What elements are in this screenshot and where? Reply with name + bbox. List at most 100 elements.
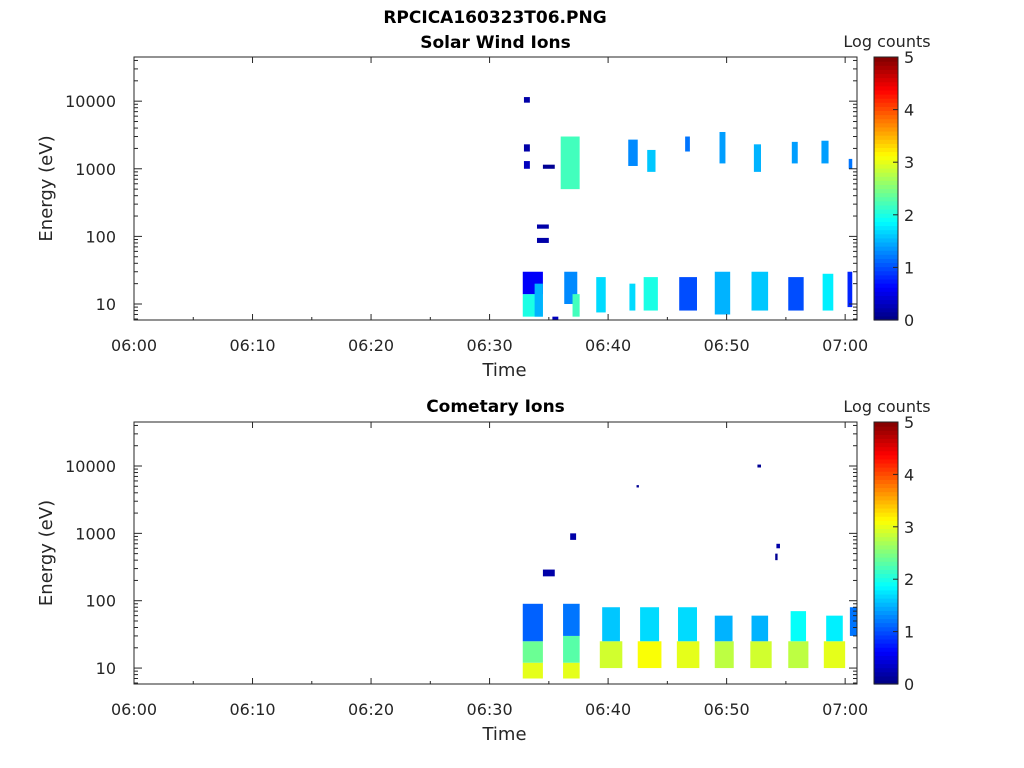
panel-1: Solar Wind Ions 06:00 06:10 06:20 06:30 06:40… xyxy=(36,32,931,381)
colorbar-swatch xyxy=(874,266,898,272)
colorbar-swatch xyxy=(874,503,898,509)
colorbar-swatch xyxy=(874,618,898,624)
colorbar-swatch xyxy=(874,422,898,427)
colorbar-swatch xyxy=(874,283,898,288)
colorbar-swatch xyxy=(874,114,898,120)
colorbar-swatch xyxy=(874,516,898,521)
x-tick-label: 07:00 xyxy=(822,700,868,719)
plot-area-border xyxy=(133,421,858,685)
colorbar-swatch xyxy=(874,151,898,157)
heatmap-cell xyxy=(640,607,660,642)
colorbar-swatch xyxy=(874,106,898,112)
heatmap-cell xyxy=(790,611,807,642)
colorbar-swatch xyxy=(874,479,898,485)
x-tick-label: 06:50 xyxy=(704,700,750,719)
colorbar-tick-label: 4 xyxy=(904,465,914,484)
x-tick-label: 06:40 xyxy=(585,336,631,355)
panel-title: Solar Wind Ions xyxy=(420,33,571,53)
x-tick-label: 07:00 xyxy=(822,336,868,355)
colorbar-swatch xyxy=(874,634,898,640)
colorbar-swatch xyxy=(874,85,898,91)
colorbar-swatch xyxy=(874,679,898,685)
panel-2: Cometary Ions 06:00 06:10 06:20 06:30 06:40 06… xyxy=(36,397,931,745)
colorbar-swatch xyxy=(874,118,898,124)
colorbar-swatch xyxy=(874,184,898,190)
heatmap-cell xyxy=(523,144,530,152)
heatmap-cell xyxy=(848,158,853,169)
colorbar-swatch xyxy=(874,573,898,579)
heatmap-cell xyxy=(563,662,580,679)
colorbar-swatch xyxy=(874,196,898,202)
colorbar-swatch xyxy=(874,130,898,136)
colorbar-swatch xyxy=(874,221,898,227)
colorbar-swatch xyxy=(874,471,898,476)
colorbar-swatch xyxy=(874,557,898,562)
heatmap-cell xyxy=(523,161,530,169)
colorbar-swatch xyxy=(874,643,898,648)
colorbar-swatch xyxy=(874,213,898,218)
colorbar-swatch xyxy=(874,577,898,583)
colorbar-swatch xyxy=(874,663,898,669)
heatmap-cell xyxy=(775,553,778,561)
colorbar-swatch xyxy=(874,167,898,173)
heatmap-cell xyxy=(719,131,726,164)
plot-area-border xyxy=(133,56,858,321)
colorbar-swatch xyxy=(874,209,898,214)
y-axis-label: Energy (eV) xyxy=(36,135,57,241)
colorbar-swatch xyxy=(874,110,898,116)
colorbar-swatch xyxy=(874,671,898,677)
colorbar-tick-label: 2 xyxy=(904,206,914,225)
heatmap-cell xyxy=(776,543,780,549)
colorbar-swatch xyxy=(874,126,898,132)
colorbar-swatch xyxy=(874,454,898,460)
heatmap-cell xyxy=(821,140,829,164)
y-axis-label: Energy (eV) xyxy=(36,500,57,606)
heatmap-cell xyxy=(685,136,690,152)
y-tick-label: 10000 xyxy=(65,92,116,111)
colorbar-swatch xyxy=(874,61,898,66)
heatmap-cell xyxy=(522,641,543,663)
figure-title: RPCICA160323T06.PNG xyxy=(383,8,607,28)
heatmap-cell xyxy=(522,662,543,679)
colorbar-swatch xyxy=(874,250,898,255)
colorbar-swatch xyxy=(874,487,898,493)
colorbar-swatch xyxy=(874,311,898,317)
heatmap-cells xyxy=(522,464,857,679)
colorbar-swatch xyxy=(874,438,898,444)
colorbar-swatch xyxy=(874,176,898,181)
x-tick-label: 06:50 xyxy=(704,336,750,355)
colorbar-swatch xyxy=(874,475,898,480)
colorbar-swatch xyxy=(874,270,898,276)
x-tick-label: 06:40 xyxy=(585,700,631,719)
colorbar-swatch xyxy=(874,246,898,251)
heatmap-cell xyxy=(849,607,857,636)
colorbar-swatch xyxy=(874,159,898,165)
colorbar-label: Log counts xyxy=(843,32,930,51)
colorbar-swatch xyxy=(874,630,898,636)
heatmap-cell xyxy=(522,603,543,642)
colorbar-swatch xyxy=(874,122,898,128)
colorbar-tick-label: 4 xyxy=(904,101,914,120)
heatmap-cell xyxy=(788,277,804,311)
colorbar-swatch xyxy=(874,565,898,570)
colorbar-swatch xyxy=(874,262,898,268)
colorbar-swatch xyxy=(874,303,898,309)
colorbar-swatch xyxy=(874,217,898,222)
colorbar-swatch xyxy=(874,561,898,566)
colorbar-swatch xyxy=(874,585,898,591)
heatmap-cell xyxy=(570,533,577,540)
colorbar-swatch xyxy=(874,147,898,153)
heatmap-cell xyxy=(629,283,636,311)
heatmap-cell xyxy=(757,464,761,468)
colorbar-swatch xyxy=(874,598,898,603)
colorbar-swatch xyxy=(874,622,898,628)
colorbar-swatch xyxy=(874,610,898,616)
colorbar-swatch xyxy=(874,200,898,206)
colorbar-swatch xyxy=(874,102,898,107)
heatmap-cell xyxy=(847,271,853,308)
y-tick-label: 100 xyxy=(85,227,116,246)
y-tick-label: 1000 xyxy=(75,524,116,543)
x-tick-label: 06:30 xyxy=(467,700,513,719)
